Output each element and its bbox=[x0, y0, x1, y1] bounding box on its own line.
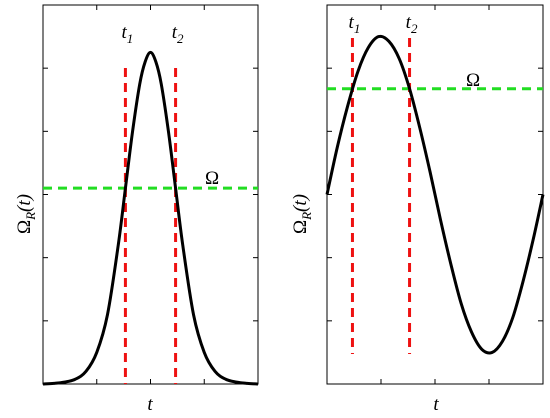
right-time-markers bbox=[350, 38, 412, 354]
right-rabi-frequency-curve bbox=[325, 34, 545, 355]
left-y-axis-label-sub: R bbox=[23, 212, 38, 221]
left-t1-label-base: t bbox=[122, 22, 128, 43]
right-y-axis-label: ΩR(t) bbox=[290, 194, 314, 234]
right-omega-label: Ω bbox=[466, 70, 480, 91]
left-time-marker-labels: t1 t2 bbox=[122, 22, 184, 46]
left-plot-frame bbox=[42, 4, 259, 385]
left-t2-label: t2 bbox=[172, 22, 184, 46]
left-time-markers bbox=[123, 68, 178, 384]
right-t2-label: t2 bbox=[406, 12, 418, 36]
right-y-axis-label-base: Ω bbox=[290, 220, 311, 234]
left-rabi-frequency-curve bbox=[42, 50, 259, 386]
right-axis-ticks bbox=[327, 5, 543, 384]
right-time-marker-labels: t1 t2 bbox=[349, 12, 418, 36]
left-t2-label-base: t bbox=[172, 22, 178, 43]
right-t1-label: t1 bbox=[349, 12, 361, 36]
left-chart-panel: t1 t2 Ω t ΩR(t) bbox=[14, 4, 259, 415]
left-t1-label: t1 bbox=[122, 22, 134, 46]
right-t2-label-base: t bbox=[406, 12, 412, 33]
left-y-axis-label-base: Ω bbox=[14, 220, 35, 234]
right-x-axis-label: t bbox=[433, 394, 439, 415]
left-axis-ticks bbox=[43, 5, 258, 384]
right-chart-panel: t1 t2 Ω t ΩR(t) bbox=[290, 4, 545, 415]
left-omega-label: Ω bbox=[205, 168, 219, 189]
right-y-axis-label-arg: (t) bbox=[290, 194, 311, 212]
left-t2-label-sub: 2 bbox=[177, 31, 184, 46]
left-t1-label-sub: 1 bbox=[127, 31, 133, 46]
left-y-axis-label: ΩR(t) bbox=[14, 194, 38, 234]
right-t1-label-base: t bbox=[349, 12, 355, 33]
right-y-axis-label-sub: R bbox=[299, 212, 314, 221]
left-y-axis-label-arg: (t) bbox=[14, 194, 35, 212]
right-t1-label-sub: 1 bbox=[354, 21, 361, 36]
right-t2-label-sub: 2 bbox=[411, 21, 418, 36]
left-x-axis-label: t bbox=[147, 394, 153, 415]
